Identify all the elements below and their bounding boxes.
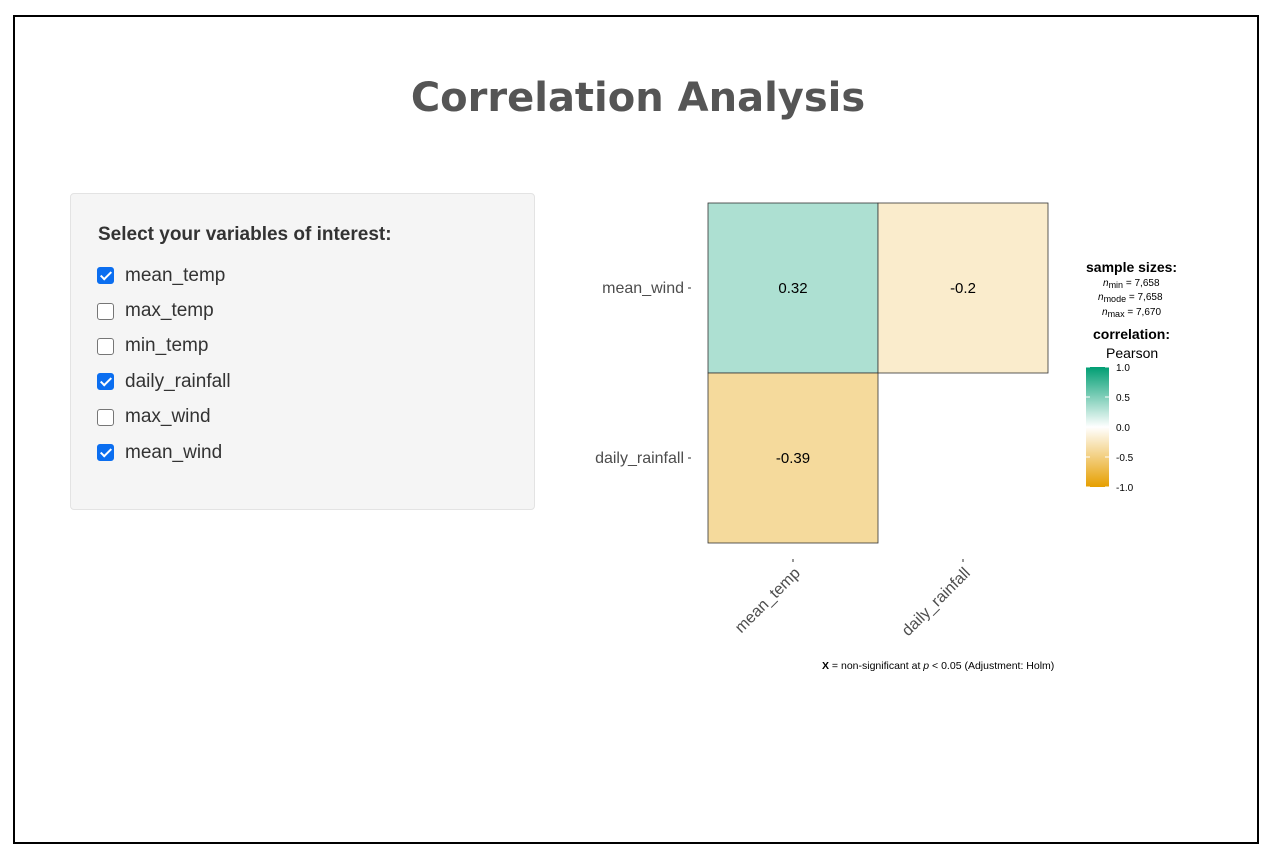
checkbox-label[interactable]: min_temp — [125, 335, 209, 357]
legend-n-mode: nmode = 7,658 — [1098, 292, 1163, 304]
heatmap-cell — [707, 202, 879, 374]
colorbar-tick-label: -1.0 — [1116, 483, 1134, 494]
checkbox-label[interactable]: mean_wind — [125, 441, 223, 463]
checkbox-label[interactable]: mean_temp — [125, 264, 226, 286]
checkbox-icon[interactable] — [97, 373, 114, 391]
heatmap-cell-label: 0.32 — [778, 280, 807, 297]
legend-n-mode-value: 7,658 — [1137, 292, 1163, 303]
checkbox-icon[interactable] — [97, 337, 114, 355]
footnote-text-before: = non-significant at — [829, 660, 924, 672]
x-tick-label: mean_temp — [732, 565, 804, 637]
heatmap-cell — [707, 372, 879, 544]
y-tick-label: mean_wind — [602, 280, 684, 297]
footnote-text-after: < 0.05 (Adjustment: Holm) — [929, 660, 1055, 672]
checkbox-option-mean-temp[interactable]: mean_temp — [97, 258, 231, 293]
colorbar-tick-label: 0.0 — [1116, 423, 1130, 434]
variable-selector-label: Select your variables of interest: — [98, 224, 392, 245]
legend-n-min-value: 7,658 — [1134, 278, 1160, 289]
legend-method: Pearson — [1106, 345, 1159, 361]
checkbox-option-mean-wind[interactable]: mean_wind — [97, 435, 231, 470]
checkbox-option-daily-rainfall[interactable]: daily_rainfall — [97, 364, 231, 399]
heatmap-cell-label: -0.2 — [950, 280, 976, 297]
checkbox-icon[interactable] — [97, 408, 114, 426]
checkbox-icon[interactable] — [97, 302, 114, 320]
legend-n-min: nmin = 7,658 — [1103, 278, 1160, 290]
colorbar — [1086, 367, 1109, 487]
footnote-p: p — [923, 660, 930, 672]
checkbox-label[interactable]: max_temp — [125, 300, 214, 322]
y-tick-label: daily_rainfall — [595, 450, 684, 467]
colorbar-tick-label: 0.5 — [1116, 393, 1130, 404]
checkbox-option-max-wind[interactable]: max_wind — [97, 400, 231, 435]
variable-selector-panel: Select your variables of interest: mean_… — [70, 193, 535, 510]
legend-sample-sizes-title: sample sizes: — [1086, 259, 1178, 275]
colorbar-tick-label: -0.5 — [1116, 453, 1134, 464]
checkbox-icon[interactable] — [97, 444, 114, 462]
variable-checklist: mean_temp max_temp min_temp daily_rainfa… — [97, 258, 231, 470]
page-title: Correlation Analysis — [410, 75, 866, 121]
checkbox-icon[interactable] — [97, 267, 114, 285]
checkbox-label[interactable]: max_wind — [125, 406, 211, 428]
checkbox-option-max-temp[interactable]: max_temp — [97, 293, 231, 328]
heatmap-cell-label: -0.39 — [776, 450, 810, 467]
legend-n-max-value: 7,670 — [1135, 307, 1162, 318]
legend-correlation-title: correlation: — [1093, 326, 1171, 342]
x-tick-label: daily_rainfall — [899, 565, 974, 640]
legend-n-max: nmax = 7,670 — [1102, 307, 1162, 319]
checkbox-label[interactable]: daily_rainfall — [125, 370, 231, 392]
footnote-marker: X — [822, 660, 830, 672]
heatmap-cell — [877, 202, 1049, 374]
app-frame — [13, 15, 1259, 844]
checkbox-option-min-temp[interactable]: min_temp — [97, 329, 231, 364]
colorbar-tick-label: 1.0 — [1116, 363, 1130, 374]
significance-footnote: X = non-significant at p < 0.05 (Adjustm… — [822, 660, 1054, 672]
